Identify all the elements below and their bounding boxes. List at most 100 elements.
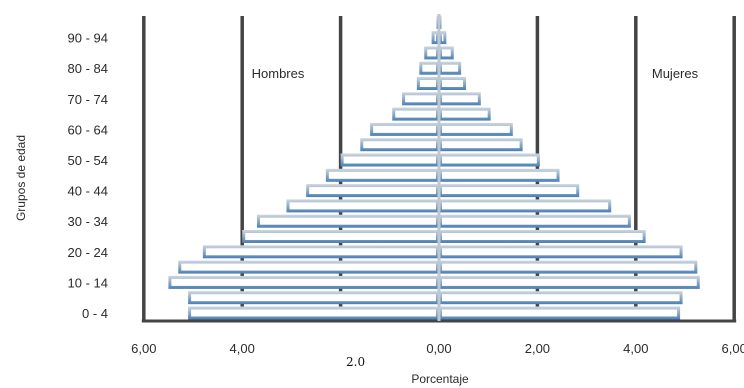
bar-hombres — [286, 199, 439, 213]
y-tick-label: 30 - 34 — [68, 214, 108, 229]
bar-mujeres — [439, 184, 580, 198]
bar-mujeres — [439, 291, 683, 305]
bar-mujeres — [439, 260, 698, 274]
bar-hombres — [178, 260, 440, 274]
x-tick-label: 6,00 — [131, 341, 156, 356]
bar-inner — [343, 156, 436, 164]
bar-hombres — [360, 138, 439, 152]
x-tick-label: 4,00 — [230, 341, 255, 356]
bar-hombres — [419, 61, 439, 75]
y-tick-label: 50 - 54 — [68, 153, 108, 168]
y-tick-label: 90 - 94 — [68, 31, 108, 46]
bar-hombres — [392, 107, 439, 121]
bar-inner — [442, 187, 577, 195]
bar-inner — [422, 64, 436, 72]
y-tick-label: 80 - 84 — [68, 61, 108, 76]
bar-inner — [442, 156, 537, 164]
bar-mujeres — [439, 92, 481, 106]
bar-mujeres — [439, 107, 491, 121]
bar-inner — [181, 263, 436, 271]
bar-inner — [289, 202, 436, 210]
x-tick-label: 6,00 — [722, 341, 744, 356]
bar-inner — [259, 217, 436, 225]
x-tick-label: 4,00 — [623, 341, 648, 356]
bar-hombres — [325, 168, 439, 182]
bar-hombres — [402, 92, 439, 106]
bar-mujeres — [439, 230, 646, 243]
bar-hombres — [256, 214, 439, 228]
bar-hombres — [306, 184, 439, 198]
bar-hombres — [188, 291, 439, 305]
bar-mujeres — [439, 245, 683, 259]
bar-hombres — [431, 31, 439, 45]
bar-inner — [419, 80, 436, 87]
bar-inner — [442, 95, 478, 103]
bar-mujeres — [439, 275, 700, 289]
y-tick-label: 0 - 4 — [82, 306, 108, 321]
bar-hombres — [168, 275, 439, 289]
bar-inner — [171, 278, 436, 286]
bar-hombres — [202, 245, 439, 259]
y-tick-label: 70 - 74 — [68, 92, 108, 107]
bar-inner — [442, 64, 459, 72]
bar-hombres — [424, 46, 439, 60]
y-tick-label: 20 - 24 — [68, 245, 108, 260]
y-tick-label: 60 - 64 — [68, 122, 108, 137]
y-axis-title: Grupos de edad — [14, 135, 28, 221]
bar-hombres — [340, 153, 439, 167]
bar-inner — [442, 80, 464, 87]
bar-inner — [442, 263, 695, 271]
bar-inner — [442, 217, 628, 225]
bar-inner — [442, 34, 444, 42]
bar-mujeres — [439, 138, 523, 152]
x-tick-label: 0,00 — [426, 341, 451, 356]
bar-mujeres — [439, 214, 631, 228]
bar-inner — [309, 187, 436, 195]
bar-inner — [442, 248, 680, 256]
bar-inner — [442, 294, 680, 302]
bar-mujeres — [439, 77, 467, 90]
bar-inner — [205, 248, 436, 256]
bar-inner — [442, 110, 488, 118]
bar-inner — [442, 309, 678, 317]
bar-mujeres — [439, 46, 454, 60]
bar-hombres — [370, 122, 439, 136]
x-tick-label: 2.0 — [346, 355, 365, 369]
bar-inner — [191, 309, 436, 317]
bar-mujeres — [439, 168, 560, 182]
x-axis-title: Porcentaje — [411, 372, 469, 386]
bar-hombres — [188, 306, 439, 320]
bar-inner — [434, 34, 436, 42]
y-tick-label: 10 - 14 — [68, 275, 108, 290]
bar-inner — [245, 233, 436, 240]
bar-mujeres — [439, 153, 540, 167]
bar-inner — [442, 278, 697, 286]
bar-mujeres — [439, 199, 612, 213]
bar-inner — [405, 95, 436, 103]
bar-hombres — [416, 77, 439, 90]
bar-mujeres — [439, 306, 681, 320]
series-label-mujeres: Mujeres — [652, 66, 699, 81]
bar-inner — [442, 49, 451, 57]
bar-inner — [373, 125, 436, 133]
bar-inner — [191, 294, 436, 302]
bar-mujeres — [439, 122, 513, 136]
bar-mujeres — [439, 31, 447, 45]
bar-inner — [328, 171, 436, 179]
x-tick-label: 2,00 — [525, 341, 550, 356]
bar-inner — [427, 49, 436, 57]
bar-mujeres — [439, 61, 462, 75]
bar-hombres — [242, 230, 439, 243]
series-label-hombres: Hombres — [252, 66, 305, 81]
bar-inner — [395, 110, 436, 118]
bar-inner — [442, 233, 643, 240]
labels: Hombres Mujeres Grupos de edad Porcentaj… — [14, 31, 744, 386]
bar-inner — [363, 141, 436, 149]
bar-inner — [442, 202, 609, 210]
y-tick-label: 40 - 44 — [68, 184, 108, 199]
bars — [168, 14, 700, 321]
bar-inner — [442, 171, 557, 179]
bar-inner — [442, 125, 510, 133]
bar-inner — [442, 141, 520, 149]
